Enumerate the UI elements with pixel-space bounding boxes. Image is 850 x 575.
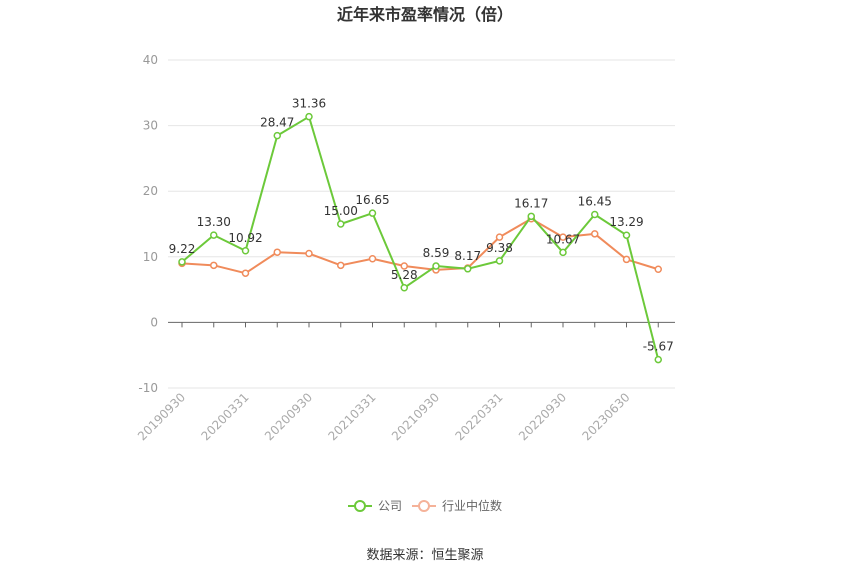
industry-median-point <box>337 261 345 270</box>
y-tick-label: 20 <box>143 184 158 198</box>
industry-median-point <box>495 233 504 241</box>
data-source: 数据来源：恒生聚源 <box>366 548 483 563</box>
y-tick-label: 30 <box>143 119 158 133</box>
company-line <box>181 115 660 360</box>
company-point <box>273 131 281 140</box>
x-tick-label: 20220930 <box>516 390 569 443</box>
industry-median-point <box>654 265 662 274</box>
company-point <box>495 257 504 265</box>
company-point <box>527 212 535 221</box>
company-point <box>432 262 440 270</box>
industry-median-point <box>241 269 250 277</box>
company-point <box>337 220 345 228</box>
y-tick-label: -10 <box>138 381 158 395</box>
series <box>178 112 662 364</box>
y-tick-label: 40 <box>143 53 158 67</box>
chart-title: 近年来市盈率情况（倍） <box>337 5 513 24</box>
data-label: 8.59 <box>423 246 450 260</box>
industry-median-point <box>305 249 313 258</box>
y-tick-label: 0 <box>150 315 158 329</box>
data-label: 16.17 <box>514 196 548 210</box>
company-point <box>654 355 662 364</box>
industry-median-point <box>273 248 281 256</box>
legend-label-industry-median: 行业中位数 <box>442 498 502 513</box>
data-label: 10.92 <box>228 231 262 245</box>
industry-median-point <box>400 262 408 270</box>
company-point <box>464 265 472 273</box>
company-point <box>241 247 250 255</box>
data-label: 9.38 <box>486 241 513 255</box>
legend-label-company: 公司 <box>378 499 402 513</box>
data-label: 31.36 <box>292 97 326 111</box>
company-point <box>591 210 599 219</box>
industry-median-point <box>591 230 599 238</box>
industry-median-line <box>181 217 659 275</box>
company-point <box>559 248 567 257</box>
industry-median-point <box>622 255 631 264</box>
legend-item-industry-median[interactable]: 行业中位数 <box>412 498 502 513</box>
data-label: 13.29 <box>609 215 643 229</box>
x-tick-label: 20230630 <box>580 390 633 443</box>
company-point <box>210 231 218 239</box>
data-label: 16.65 <box>355 193 389 207</box>
company-point <box>305 112 313 121</box>
x-tick-label: 20210930 <box>389 390 442 443</box>
company-point <box>622 231 631 239</box>
industry-median-point <box>210 261 218 270</box>
data-label: -5.67 <box>643 340 674 354</box>
industry-median-point <box>559 233 567 241</box>
legend: 公司 行业中位数 <box>348 498 502 513</box>
x-tick-label: 20210331 <box>326 390 379 443</box>
company-point <box>178 258 186 266</box>
data-label: 16.45 <box>578 194 612 208</box>
data-label: 9.22 <box>169 242 196 256</box>
data-label: 15.00 <box>324 204 358 218</box>
data-label: 10.67 <box>546 232 580 246</box>
data-label: 13.30 <box>197 215 231 229</box>
grid <box>168 59 675 389</box>
company-point <box>400 284 408 292</box>
legend-item-company[interactable]: 公司 <box>348 499 402 513</box>
x-tick-label: 20200930 <box>262 390 315 443</box>
data-label: 5.28 <box>391 268 418 282</box>
x-tick-label: 20220331 <box>453 390 506 443</box>
data-label: 28.47 <box>260 116 294 130</box>
industry-median-point <box>368 255 377 263</box>
x-tick-label: 20190930 <box>135 390 188 443</box>
y-tick-label: 10 <box>143 250 158 264</box>
data-label: 8.17 <box>454 249 481 263</box>
x-tick-label: 20200331 <box>199 390 252 443</box>
company-point <box>368 209 377 217</box>
